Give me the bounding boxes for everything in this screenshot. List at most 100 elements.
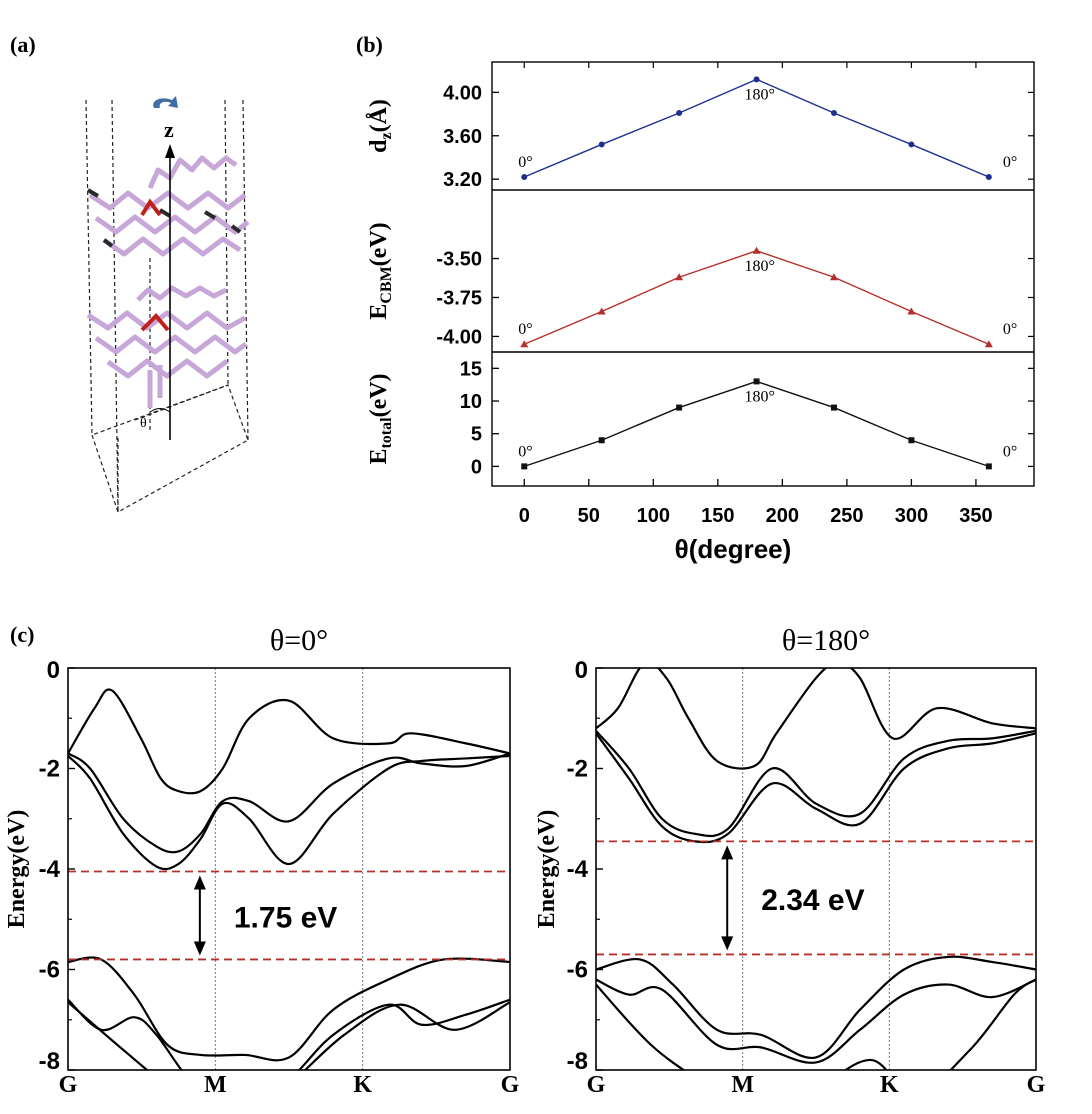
panel-label-c: (c) <box>10 622 34 647</box>
kpoint-label: K <box>880 1072 899 1098</box>
band-VB3 <box>596 978 1036 1070</box>
kpoint-label: K <box>353 1072 372 1098</box>
kpoint-label: G <box>587 1072 606 1098</box>
y-tick-label: -6 <box>39 957 60 984</box>
band-CB1 <box>596 668 1036 770</box>
data-point <box>753 378 760 385</box>
y-axis-label: dz(Å) <box>366 99 395 153</box>
gap-arrow-head-down <box>721 936 734 951</box>
data-point <box>985 463 992 470</box>
kpoint-label: G <box>501 1072 520 1098</box>
data-point <box>520 340 529 348</box>
x-tick-label: 50 <box>578 505 600 527</box>
band-lines <box>68 688 510 1070</box>
kpoint-label: M <box>731 1072 754 1098</box>
y-axis-label: Energy(eV) <box>534 810 560 929</box>
data-point <box>908 437 915 444</box>
data-point <box>675 273 684 281</box>
angle-annotation: 0° <box>1003 154 1017 171</box>
band-CB3 <box>68 754 510 871</box>
y-tick-label: -2 <box>567 756 588 783</box>
y-tick-label: 15 <box>460 358 482 380</box>
panel-label-a: (a) <box>10 32 36 57</box>
data-point <box>521 173 528 180</box>
data-point <box>597 307 606 315</box>
y-tick-label: -2 <box>39 756 60 783</box>
band-CB2 <box>68 752 510 854</box>
angle-annotation: 180° <box>745 258 775 275</box>
band-VB1 <box>596 955 1036 1060</box>
band-gap-label: 2.34 eV <box>761 884 864 917</box>
y-axis-label: Etotal(eV) <box>366 373 395 464</box>
band-gap-label: 1.75 eV <box>234 901 337 934</box>
data-point <box>676 109 683 116</box>
data-point <box>984 340 993 348</box>
data-point <box>752 246 761 254</box>
data-point <box>830 109 837 116</box>
y-tick-label: -8 <box>39 1048 60 1075</box>
data-point <box>676 404 683 411</box>
chart-b-frame <box>491 61 1035 487</box>
z-axis-label: z <box>164 117 174 142</box>
y-axis-label: ECBM(eV) <box>366 222 395 319</box>
plot-frame <box>67 667 511 1071</box>
x-tick-label: 250 <box>830 505 863 527</box>
y-tick-label: 3.60 <box>443 126 482 148</box>
chart-b-stacked-panels: 3.20 3.60 4.00 dz(Å) 0° 180° 0° -4.00 -3.75 -3.50… <box>366 61 1035 564</box>
y-tick-label: -3.50 <box>436 249 482 271</box>
band-structure-left-title: θ=0° <box>270 624 328 657</box>
kpoint-label: G <box>1027 1072 1046 1098</box>
y-tick-label: -4.00 <box>436 326 482 348</box>
y-tick-label: 0 <box>471 456 482 478</box>
bilayer-structure-illustration: z θ <box>85 96 250 513</box>
angle-annotation: 0° <box>1003 321 1017 338</box>
x-tick-label: 150 <box>701 505 734 527</box>
data-point <box>598 141 605 148</box>
data-point <box>907 307 916 315</box>
gap-arrow-head-down <box>193 941 206 956</box>
x-tick-label: 100 <box>637 505 670 527</box>
data-point <box>985 173 992 180</box>
y-tick-label: -3.75 <box>436 287 482 309</box>
kpoint-label: M <box>204 1072 227 1098</box>
y-tick-label: 10 <box>460 391 482 413</box>
kpoint-label: G <box>59 1072 78 1098</box>
y-axis-label: Energy(eV) <box>4 810 30 929</box>
y-tick-label: -4 <box>39 856 61 883</box>
angle-annotation: 180° <box>745 388 775 405</box>
band-lines <box>596 668 1036 1070</box>
y-tick-label: -6 <box>567 957 588 984</box>
band-CB3 <box>596 732 1036 844</box>
y-tick-label: 5 <box>471 424 482 446</box>
angle-annotation: 0° <box>518 443 532 460</box>
band-VB2 <box>68 998 510 1070</box>
theta-angle-label: θ <box>140 416 147 431</box>
angle-annotation: 0° <box>1003 443 1017 460</box>
angle-annotation: 0° <box>518 154 532 171</box>
y-tick-label: 0 <box>575 657 588 684</box>
band-VB1 <box>68 956 510 1062</box>
y-tick-label: 0 <box>47 657 60 684</box>
gap-arrow-head-up <box>721 845 734 860</box>
angle-annotation: 0° <box>518 321 532 338</box>
x-tick-label: 200 <box>766 505 799 527</box>
data-point <box>753 76 760 83</box>
x-axis-label: θ(degree) <box>675 534 792 564</box>
data-point <box>829 273 838 281</box>
data-point <box>598 437 605 444</box>
y-tick-label: -4 <box>567 856 589 883</box>
band-VB2 <box>596 978 1036 1064</box>
y-tick-label: 3.20 <box>443 169 482 191</box>
band-structure-right-title: θ=180° <box>782 624 870 657</box>
data-point <box>830 404 837 411</box>
angle-annotation: 180° <box>745 86 775 103</box>
y-tick-label: 4.00 <box>443 82 482 104</box>
x-tick-label: 300 <box>895 505 928 527</box>
x-tick-label: 350 <box>959 505 992 527</box>
data-point <box>908 141 915 148</box>
band-CB1 <box>68 688 510 795</box>
rotation-arrow-icon <box>153 96 178 108</box>
